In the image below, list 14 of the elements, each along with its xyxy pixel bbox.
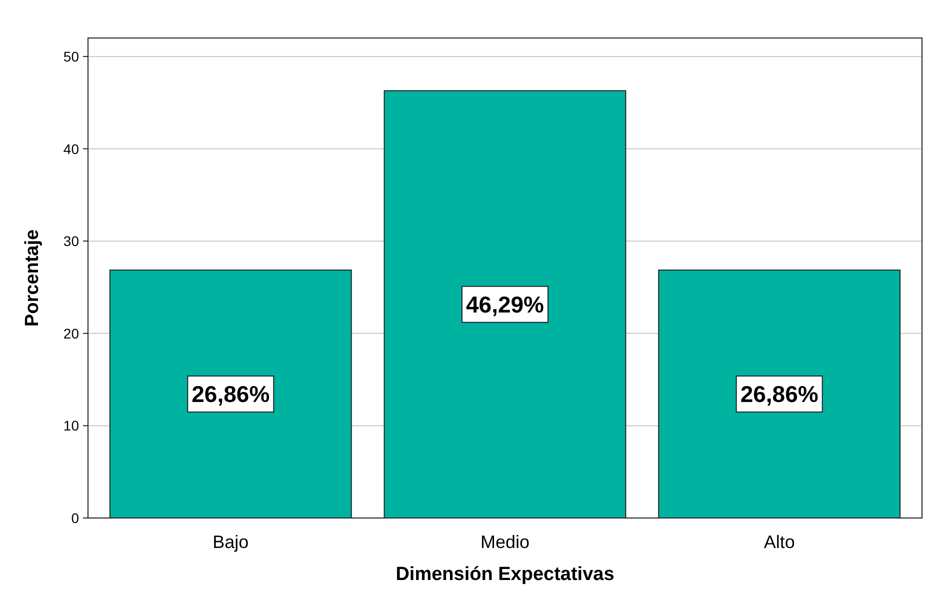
data-label: 26,86%	[740, 381, 818, 408]
y-axis-title: Porcentaje	[22, 229, 43, 327]
y-tick-label: 10	[63, 418, 80, 434]
x-tick-label: Medio	[480, 532, 530, 552]
y-tick-label: 40	[63, 140, 80, 157]
x-axis-title: Dimensión Expectativas	[396, 564, 614, 585]
y-tick-label: 50	[63, 48, 80, 64]
x-tick-label: Bajo	[212, 532, 249, 552]
y-tick-label: 30	[63, 233, 80, 250]
x-tick-label: Alto	[764, 532, 795, 552]
y-tick-label: 0	[71, 510, 80, 526]
y-tick-label: 20	[63, 325, 80, 342]
data-label: 26,86%	[192, 381, 270, 408]
data-label: 46,29%	[466, 291, 544, 318]
